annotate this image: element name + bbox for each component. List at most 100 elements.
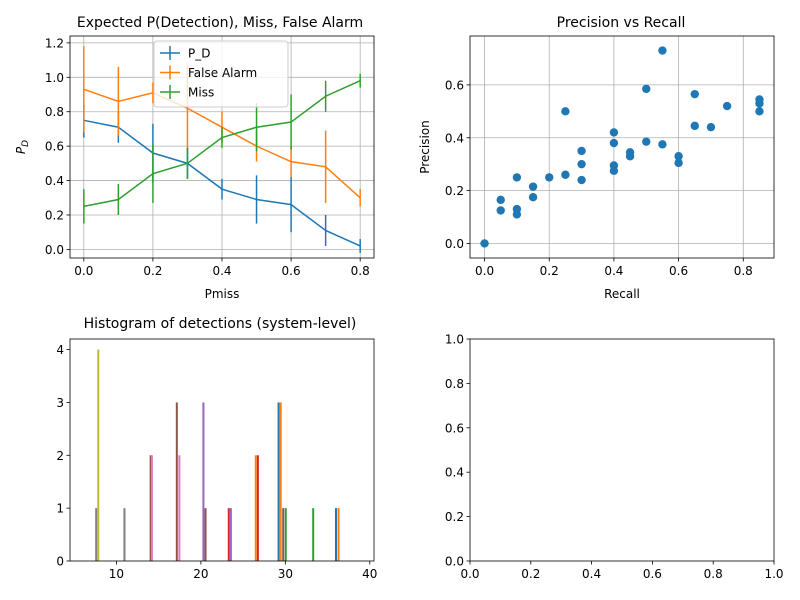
histogram-bar [175,402,178,561]
x-tick-label: 0.6 [282,264,301,278]
axes-frame [469,338,775,562]
x-tick-label: 0.2 [521,567,540,581]
scatter-point [480,239,489,248]
histogram-bar [227,508,230,561]
histogram-bar [150,455,153,561]
x-axis-title: Pmiss [205,287,240,301]
histogram-bar [284,508,287,561]
y-tick-label: 4 [56,343,64,357]
x-tick-label: 0.6 [643,567,662,581]
scatter-point [674,152,683,161]
panel-title: Precision vs Recall [557,15,686,31]
y-tick-label: 0.8 [445,377,464,391]
panel-precision-recall: Precision vs Recall 0.0 0.2 0.4 0.6 0.8 0.0 0.… [418,15,775,301]
scatter-point [690,89,699,99]
scatter-point [706,122,716,132]
y-axis-title: Precision [418,120,432,174]
scatter-point [577,159,586,169]
x-tick-label: 30 [278,567,293,581]
scatter-point [642,137,651,146]
histogram-bar [335,508,337,561]
x-axis-title: Recall [604,287,640,301]
histogram-bar [95,508,98,561]
y-tick-label: 0.4 [445,466,464,480]
histogram-bar [149,455,152,561]
legend: P_D False Alarm Miss [153,40,289,108]
x-tick-label: 0.2 [540,264,559,278]
panel-histogram: Histogram of detections (system-level) 1… [56,316,377,581]
scatter-point [658,46,667,55]
y-tick-label: 0.0 [445,555,464,569]
scatter-point [625,152,635,161]
y-tick-label: 1 [56,502,64,516]
y-tick-label: 0.4 [445,131,464,145]
histogram-bar [97,349,100,561]
histogram-bar [256,455,259,561]
x-tick-label: 10 [109,567,124,581]
scatter-point [577,175,586,185]
histogram-bar [123,508,126,561]
x-tick-label: 0.4 [582,567,601,581]
y-tick-label: 0.4 [45,174,64,188]
scatter-point [496,195,505,205]
x-tick-label: 0.8 [351,264,370,278]
y-tick-label: 1.0 [45,71,64,85]
panel-title: Expected P(Detection), Miss, False Alarm [77,15,363,31]
axes-frame [69,338,375,562]
y-tick-label: 1.2 [45,36,64,50]
panel-title: Histogram of detections (system-level) [84,316,357,332]
scatter-point [528,193,538,202]
y-axis-title: PD [14,140,31,154]
y-tick-label: 3 [56,396,64,410]
scatter-point [609,166,619,175]
scatter-point [609,128,619,137]
histogram-bar [277,402,280,561]
x-tick-label: 0.2 [143,264,162,278]
legend-label: False Alarm [188,66,257,80]
scatter-point [609,138,619,148]
legend-frame [153,40,289,108]
scatter-point [545,173,554,182]
y-tick-label: 0.6 [45,140,64,154]
scatter-point [561,107,570,116]
y-tick-label: 1.0 [445,333,464,347]
x-tick-label: 20 [193,567,208,581]
scatter-point [674,158,683,168]
y-tick-label: 0.2 [45,208,64,222]
scatter-point [561,170,570,179]
axes-frame [469,35,775,259]
x-tick-label: 0.0 [460,567,479,581]
scatter-point [528,182,538,191]
x-tick-label: 0.0 [475,264,494,278]
y-tick-label: 2 [56,449,64,463]
histogram-bar [204,508,207,561]
scatter-point [512,173,522,182]
histogram-bar [279,402,282,561]
y-tick-label: 0.0 [45,243,64,257]
scatter-point [496,206,505,215]
scatter-point [755,99,764,108]
scatter-point [658,140,667,149]
panel-detection: Expected P(Detection), Miss, False Alarm… [14,15,375,301]
histogram-bar [229,508,232,561]
y-tick-label: 0.6 [445,78,464,92]
x-tick-label: 0.4 [604,264,623,278]
histogram-bar [337,508,340,561]
histogram-bar [254,455,257,561]
histogram-bar [282,508,285,561]
x-tick-label: 0.8 [704,567,723,581]
legend-label: Miss [188,86,214,100]
x-tick-label: 0.8 [734,264,753,278]
x-tick-label: 40 [362,567,377,581]
histogram-bar [312,508,315,561]
histogram-bar [178,455,181,561]
histogram-bar [202,402,205,561]
scatter-point [722,101,732,111]
scatter-point [690,121,699,131]
y-tick-label: 0.6 [445,421,464,435]
y-tick-label: 0.2 [445,510,464,524]
panel-empty: 0.0 0.2 0.4 0.6 0.8 1.0 0.0 0.2 0.4 0.6 0.8 1.0 [445,333,784,582]
y-tick-label: 0.0 [445,237,464,251]
x-tick-label: 0.0 [74,264,93,278]
